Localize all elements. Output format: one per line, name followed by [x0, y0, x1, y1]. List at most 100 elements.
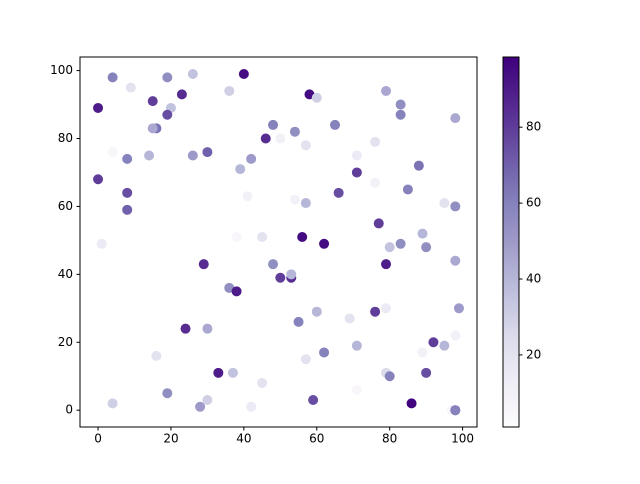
point: [370, 306, 381, 317]
point: [395, 99, 406, 110]
point: [242, 191, 253, 202]
point: [93, 174, 104, 185]
x-tick-label: 100: [451, 432, 474, 446]
point: [293, 316, 304, 327]
point: [351, 150, 362, 161]
point: [107, 398, 118, 409]
point: [450, 255, 461, 266]
point: [308, 395, 319, 406]
point: [370, 136, 381, 147]
point: [238, 68, 249, 79]
x-tick-label: 0: [94, 432, 102, 446]
point: [202, 323, 213, 334]
point: [213, 367, 224, 378]
point: [300, 198, 311, 209]
point: [384, 371, 395, 382]
point: [289, 126, 300, 137]
colorbar-tick-label: 80: [526, 120, 541, 134]
point: [439, 340, 450, 351]
point: [122, 153, 133, 164]
point: [147, 96, 158, 107]
point: [289, 194, 300, 205]
y-tick-label: 100: [50, 63, 73, 77]
point: [176, 89, 187, 100]
y-tick-label: 0: [65, 403, 73, 417]
point: [107, 72, 118, 83]
colorbar-tick-label: 60: [526, 196, 541, 210]
y-tick-label: 40: [58, 267, 73, 281]
point: [428, 337, 439, 348]
point: [351, 384, 362, 395]
point: [286, 269, 297, 280]
point: [144, 150, 155, 161]
axes-frame: [79, 56, 478, 428]
y-tick-label: 20: [58, 335, 73, 349]
point: [406, 398, 417, 409]
point: [417, 347, 428, 358]
point: [257, 231, 268, 242]
point: [275, 272, 286, 283]
point: [450, 405, 461, 416]
point: [275, 133, 286, 144]
x-tick-label: 40: [236, 432, 251, 446]
point: [370, 177, 381, 188]
point: [381, 259, 392, 270]
point: [300, 140, 311, 151]
point: [395, 238, 406, 249]
point: [402, 184, 413, 195]
point: [202, 395, 213, 406]
point: [151, 350, 162, 361]
point: [147, 123, 158, 134]
point: [395, 109, 406, 120]
point: [450, 113, 461, 124]
point: [319, 238, 330, 249]
x-tick-label: 60: [309, 432, 324, 446]
point: [122, 204, 133, 215]
point: [330, 119, 341, 130]
point: [187, 68, 198, 79]
point: [180, 323, 191, 334]
point: [450, 201, 461, 212]
point: [268, 119, 279, 130]
colorbar: [502, 56, 520, 428]
point: [246, 153, 257, 164]
point: [162, 388, 173, 399]
point: [319, 347, 330, 358]
point: [439, 198, 450, 209]
point: [202, 147, 213, 158]
x-tick-label: 80: [382, 432, 397, 446]
point: [260, 133, 271, 144]
point: [344, 313, 355, 324]
point: [421, 367, 432, 378]
point: [235, 164, 246, 175]
point: [198, 259, 209, 270]
x-tick-label: 20: [163, 432, 178, 446]
point: [450, 330, 461, 341]
point: [417, 228, 428, 239]
point: [231, 286, 242, 297]
y-tick-label: 80: [58, 131, 73, 145]
point: [93, 102, 104, 113]
y-tick-label: 60: [58, 199, 73, 213]
point: [224, 85, 235, 96]
point: [268, 259, 279, 270]
point: [231, 231, 242, 242]
point: [421, 242, 432, 253]
point: [333, 187, 344, 198]
point: [381, 85, 392, 96]
point: [162, 72, 173, 83]
point: [311, 306, 322, 317]
point: [162, 109, 173, 120]
point: [107, 147, 118, 158]
point: [227, 367, 238, 378]
point: [453, 303, 464, 314]
point: [122, 187, 133, 198]
point: [125, 82, 136, 93]
point: [413, 160, 424, 171]
point: [384, 242, 395, 253]
point: [187, 150, 198, 161]
point: [96, 238, 107, 249]
point: [351, 340, 362, 351]
point: [246, 401, 257, 412]
